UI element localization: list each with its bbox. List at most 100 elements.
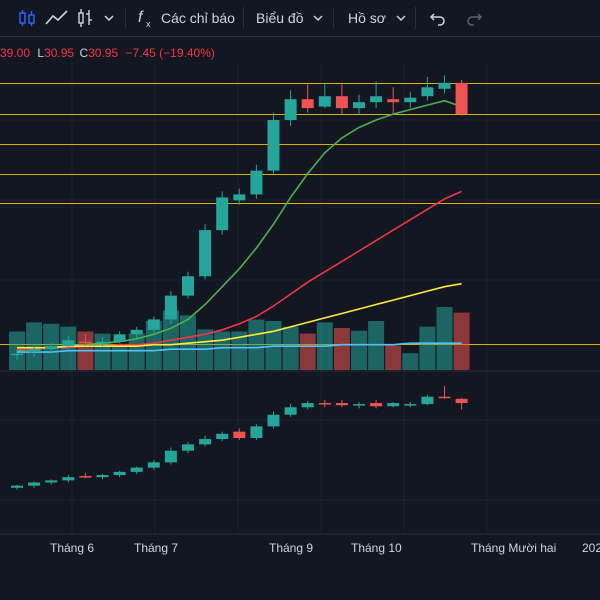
- moving-average-line: [17, 190, 462, 351]
- candle-body: [455, 82, 468, 115]
- volume-bar: [231, 331, 248, 370]
- toolbar-divider: [333, 7, 334, 29]
- volume-bar: [248, 319, 265, 370]
- candle-body: [335, 403, 348, 406]
- candle-body: [45, 480, 58, 483]
- candle-style-button[interactable]: [16, 0, 38, 36]
- profile-menu-button[interactable]: Hồ sơ: [348, 0, 408, 36]
- candle-body: [96, 475, 109, 478]
- candle-body: [113, 334, 126, 342]
- candle-body: [28, 482, 41, 486]
- candle-body: [250, 426, 263, 438]
- candle-body: [421, 87, 434, 97]
- candle-body: [370, 403, 383, 407]
- toolbar-divider: [415, 7, 416, 29]
- chart-menu-button[interactable]: Biểu đồ: [256, 0, 325, 36]
- moving-average-line: [17, 282, 462, 349]
- chart-menu-label: Biểu đồ: [256, 10, 304, 26]
- candle-body: [267, 414, 280, 427]
- bar-chart-icon: [78, 9, 92, 27]
- chevron-down-icon: [396, 15, 406, 22]
- function-icon: f x: [138, 9, 151, 29]
- profile-menu-label: Hồ sơ: [348, 10, 386, 26]
- candle-body: [147, 319, 160, 330]
- candle-body: [370, 96, 383, 103]
- undo-button[interactable]: [428, 0, 448, 36]
- moving-average-line: [16, 99, 462, 352]
- toolbar-divider: [243, 7, 244, 29]
- candle-body: [147, 462, 160, 468]
- chevron-down-icon: [313, 15, 324, 22]
- toolbar: f x Các chỉ báo Biểu đồ Hồ sơ: [0, 0, 600, 37]
- indicators-button[interactable]: f x Các chỉ báo: [136, 0, 235, 36]
- candle-body: [301, 403, 314, 408]
- candle-body: [11, 353, 23, 356]
- candle-body: [404, 404, 417, 406]
- volume-bar: [282, 326, 299, 370]
- indicators-label: Các chỉ báo: [161, 10, 235, 26]
- candle-body: [233, 431, 246, 438]
- candle-body: [164, 450, 177, 463]
- bar-style-button[interactable]: [76, 0, 96, 36]
- line-chart-icon: [45, 10, 68, 25]
- volume-bar: [333, 328, 350, 370]
- low-label: L: [37, 46, 45, 60]
- redo-icon: [467, 13, 483, 26]
- svg-text:x: x: [146, 19, 151, 29]
- candle-body: [45, 346, 58, 350]
- candle-body: [28, 349, 41, 353]
- toolbar-divider: [125, 7, 126, 29]
- candle-body: [353, 102, 365, 109]
- candle-body: [182, 276, 194, 296]
- candle-body: [130, 329, 143, 335]
- volume-bar: [385, 345, 402, 370]
- open-value: 39.00: [0, 46, 31, 60]
- candle-body: [79, 476, 92, 478]
- candle-body: [387, 403, 400, 407]
- change-value: −7.45 (−19.40%): [125, 46, 215, 60]
- redo-button[interactable]: [464, 0, 484, 36]
- volume-bar: [128, 333, 145, 370]
- moving-average-line: [17, 342, 462, 353]
- candle-body: [284, 99, 297, 121]
- candle-body: [284, 407, 297, 415]
- candle-body: [216, 197, 229, 231]
- candle-body: [216, 433, 229, 440]
- close-label: C: [79, 46, 89, 60]
- candle-body: [113, 471, 126, 476]
- candle-body: [438, 82, 451, 89]
- svg-text:f: f: [138, 9, 144, 26]
- candle-body: [318, 96, 331, 107]
- candle-body: [233, 194, 246, 201]
- candle-body: [421, 396, 434, 405]
- candle-body: [404, 97, 417, 103]
- candle-body: [164, 295, 177, 320]
- volume-bar: [214, 331, 231, 370]
- volume-bar: [402, 353, 419, 370]
- time-axis-label: Tháng 9: [269, 541, 314, 555]
- candle-body: [387, 99, 400, 103]
- candle-body: [96, 341, 109, 344]
- candle-body: [267, 120, 280, 171]
- candle-body: [79, 341, 92, 344]
- chevron-down-icon: [104, 15, 114, 22]
- candle-body: [438, 396, 451, 399]
- volume-bar: [453, 312, 470, 370]
- volume-bar: [419, 326, 436, 370]
- volume-bar: [111, 345, 128, 370]
- candle-body: [353, 404, 365, 406]
- candle-body: [199, 230, 212, 277]
- candle-body: [130, 467, 143, 472]
- volume-bar: [299, 333, 316, 370]
- close-value: 30.95: [88, 46, 119, 60]
- candle-body: [318, 403, 331, 405]
- chart-style-dropdown[interactable]: [102, 0, 116, 36]
- time-axis-label: Tháng 7: [134, 541, 179, 555]
- time-axis-label: Tháng 10: [351, 541, 402, 555]
- low-value: 30.95: [44, 46, 75, 60]
- candle-body: [11, 485, 23, 488]
- candlestick-icon: [19, 10, 35, 26]
- candle-body: [301, 99, 314, 109]
- line-style-button[interactable]: [44, 0, 70, 36]
